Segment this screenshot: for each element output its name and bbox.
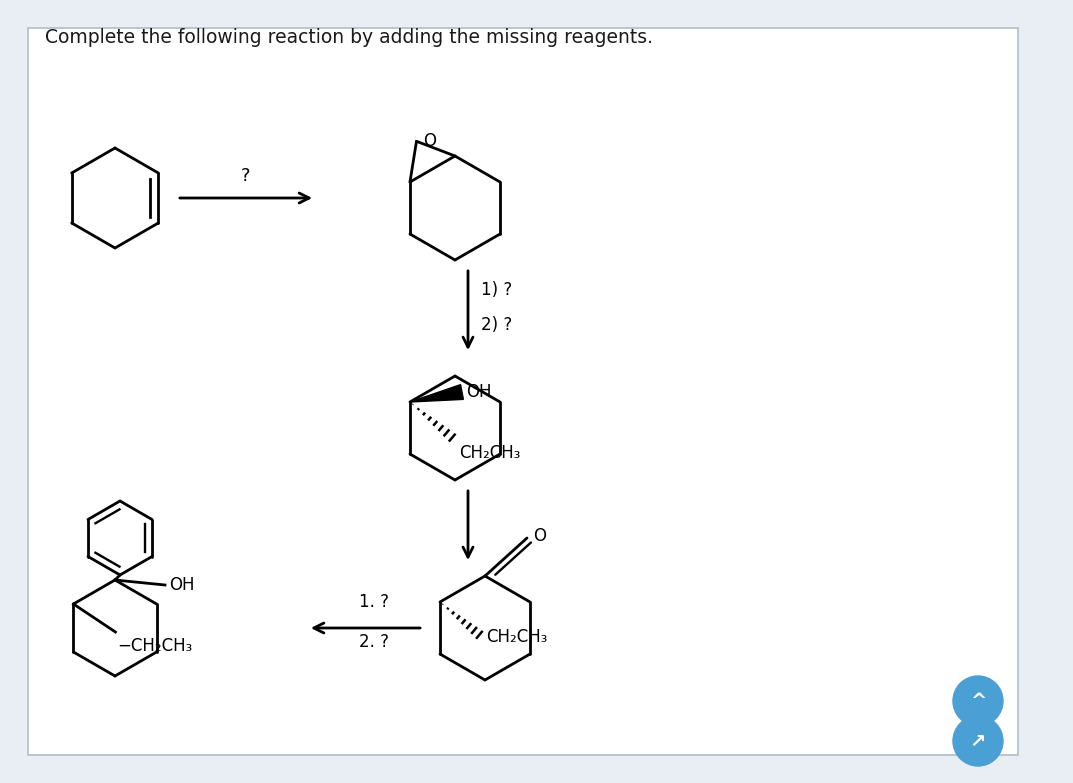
Circle shape	[953, 716, 1003, 766]
Text: 1) ?: 1) ?	[481, 281, 512, 299]
Text: OH: OH	[170, 576, 194, 594]
Text: 1. ?: 1. ?	[358, 593, 388, 611]
Text: CH₂CH₃: CH₂CH₃	[486, 628, 547, 646]
Circle shape	[953, 676, 1003, 726]
FancyBboxPatch shape	[28, 28, 1018, 755]
Text: O: O	[424, 132, 437, 150]
Text: O: O	[533, 527, 546, 545]
Text: Complete the following reaction by adding the missing reagents.: Complete the following reaction by addin…	[45, 28, 653, 47]
Text: −CH₂CH₃: −CH₂CH₃	[117, 637, 193, 655]
Text: ^: ^	[970, 691, 986, 710]
Text: 2) ?: 2) ?	[481, 316, 512, 334]
Text: ↗: ↗	[970, 731, 986, 750]
Polygon shape	[410, 384, 464, 402]
Text: CH₂CH₃: CH₂CH₃	[459, 444, 520, 462]
Text: 2. ?: 2. ?	[358, 633, 388, 651]
Text: ?: ?	[241, 167, 251, 185]
Text: OH: OH	[466, 383, 491, 401]
